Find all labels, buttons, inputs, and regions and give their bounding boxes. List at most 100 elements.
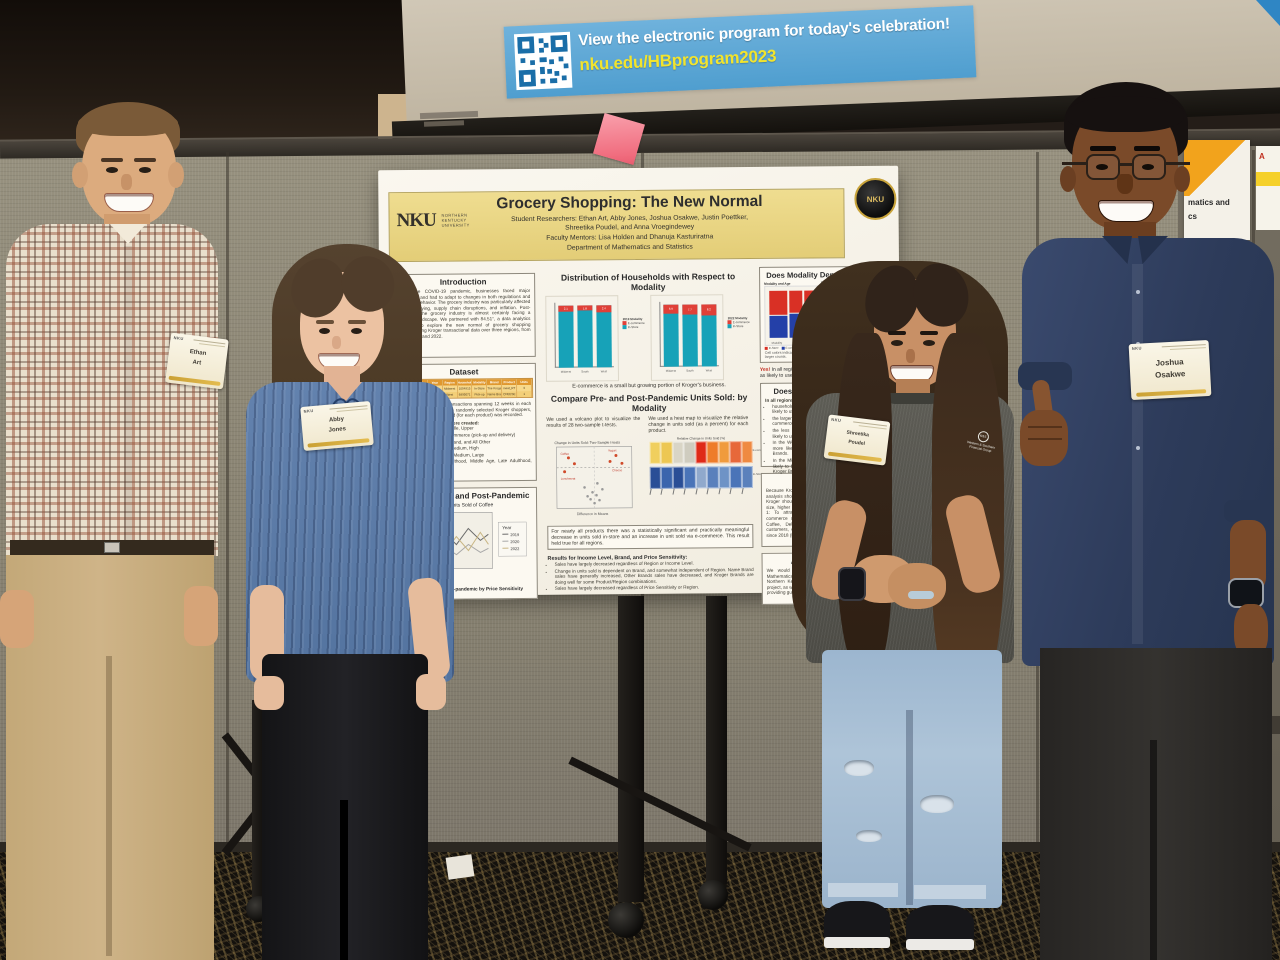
joshua-eye bbox=[1142, 164, 1154, 170]
results-bullet: Change in units sold is dependent on Bra… bbox=[555, 567, 754, 586]
heatmap-cell bbox=[741, 466, 753, 489]
heatmap-cell bbox=[718, 466, 731, 489]
ethan-eyebrow bbox=[101, 158, 123, 162]
orange-triangle bbox=[1184, 140, 1250, 196]
modality-result-box: For nearly all products there was a stat… bbox=[547, 524, 754, 550]
tag-gold-stripe bbox=[1135, 389, 1207, 397]
ethan-eye bbox=[139, 167, 151, 173]
modality-dist-title: Distribution of Households with Respect … bbox=[560, 271, 736, 293]
ethan-ear bbox=[168, 162, 184, 188]
modality-units-title: Compare Pre- and Post-Pandemic Units Sol… bbox=[550, 392, 748, 414]
shreetika-eyebrow bbox=[920, 331, 938, 335]
yellow-band bbox=[1256, 172, 1280, 186]
shirt-button bbox=[1136, 446, 1140, 450]
legend-title: Year bbox=[502, 525, 512, 530]
shirt-button bbox=[1136, 290, 1140, 294]
heatmap-intro: We used a heat map to visualize the rela… bbox=[648, 415, 749, 434]
person-ethan: NKU Ethan Art bbox=[0, 96, 229, 960]
dataset-cell: Pick-up bbox=[472, 391, 488, 398]
ethan-hand bbox=[184, 586, 218, 646]
shreetika-hand bbox=[888, 563, 946, 609]
volcano-intro: We used a volcano plot to visualize the … bbox=[546, 415, 641, 429]
ethan-pants-seam bbox=[106, 656, 112, 956]
abby-eyebrow bbox=[348, 320, 366, 324]
heatmap-cell bbox=[695, 466, 708, 489]
poster-column-2: Distribution of Households with Respect … bbox=[545, 271, 763, 593]
abby-eye bbox=[351, 328, 362, 334]
abby-nose bbox=[332, 336, 341, 349]
side-poster: matics and cs bbox=[1184, 140, 1250, 240]
person-abby: NKU Abby Jones bbox=[240, 240, 460, 960]
abby-eyebrow bbox=[316, 320, 334, 324]
joshua-nose bbox=[1117, 174, 1133, 194]
heatmap-cell bbox=[661, 466, 673, 489]
abby-name-tag: NKU Abby Jones bbox=[300, 401, 374, 451]
stacked-bar: 2.4 bbox=[596, 305, 612, 368]
modality-chart-2019: 2.1 1.8 2.4 Midwest South West bbox=[545, 295, 620, 382]
legend-2020: 2020 bbox=[510, 539, 520, 544]
volcano-plot: Change in Units Sold: Two-Sample t-tests… bbox=[554, 441, 633, 516]
joshua-eye bbox=[1096, 164, 1108, 170]
ethan-hair-front bbox=[78, 110, 178, 136]
joshua-ear bbox=[1174, 166, 1190, 192]
jeans-rip bbox=[920, 795, 954, 813]
heatmap: Relative Change in Units Sold (%) E-comm… bbox=[649, 436, 763, 521]
poster-authors-2: Shreetika Poudel, and Anna Vroegindewey bbox=[565, 223, 695, 232]
svg-text:Cheese: Cheese bbox=[612, 468, 623, 472]
heatmap-cell bbox=[729, 466, 742, 489]
knuckle-line bbox=[1028, 426, 1062, 428]
partition-seam bbox=[226, 152, 229, 852]
legend-2019: 2019 bbox=[510, 532, 520, 537]
ethan-shirt bbox=[6, 224, 218, 556]
side-poster-2: A bbox=[1256, 146, 1280, 230]
heatmap-cell bbox=[672, 466, 685, 489]
sneaker-sole bbox=[906, 939, 974, 950]
ethan-name-tag: NKU Ethan Art bbox=[165, 332, 229, 390]
ethan-ear bbox=[72, 162, 88, 188]
joshua-eyebrow bbox=[1090, 146, 1116, 151]
shreetika-eye bbox=[891, 340, 903, 346]
heatmap-cell bbox=[661, 441, 673, 464]
heatmap-row-top bbox=[649, 441, 753, 464]
glasses-temple bbox=[1062, 162, 1088, 165]
banner-text: View the electronic program for today's … bbox=[577, 15, 951, 50]
shreetika-jeans bbox=[822, 650, 1002, 908]
heatmap-cell bbox=[718, 441, 730, 464]
abby-eye bbox=[319, 328, 330, 334]
heatmap-row-bottom bbox=[649, 466, 753, 489]
modality-legend-2022: 2022 Modality E-commerce In-Store bbox=[727, 316, 750, 329]
y-axis bbox=[554, 302, 556, 368]
heatmap-cell bbox=[649, 466, 662, 489]
ethan-nose bbox=[121, 174, 132, 190]
poster-title: Grocery Shopping: The New Normal bbox=[496, 192, 763, 213]
modality-chart-2022: 6.9 7.7 8.2 Midwest South West bbox=[650, 294, 725, 381]
svg-text:Difference in Means: Difference in Means bbox=[577, 512, 609, 516]
poster-department: Department of Mathematics and Statistics bbox=[566, 243, 693, 252]
corner-wedge bbox=[1256, 0, 1280, 26]
svg-text:Change in Units Sold: Two-Samp: Change in Units Sold: Two-Sample t-tests bbox=[554, 441, 620, 446]
stacked-bar: 8.2 bbox=[701, 304, 717, 367]
stacked-bar: 7.7 bbox=[682, 304, 698, 367]
legend-2022: 2022 bbox=[510, 546, 520, 551]
modality-legend-2019: 2019 Modality E-commerce In-Store bbox=[622, 316, 645, 330]
ethan-hand bbox=[0, 590, 34, 648]
projected-banner: View the electronic program for today's … bbox=[503, 5, 977, 99]
nku-seal: NKU bbox=[854, 177, 897, 221]
ethan-pants bbox=[6, 555, 214, 960]
jeans-rip bbox=[844, 760, 874, 776]
jeans-cuff bbox=[828, 883, 898, 897]
knuckle-line bbox=[1028, 438, 1062, 440]
qr-pattern bbox=[517, 34, 569, 88]
caster-wheel bbox=[698, 880, 728, 910]
joshua-name-tag: NKU Joshua Osakwe bbox=[1128, 339, 1212, 401]
dataset-cell: CHEESE bbox=[502, 391, 518, 398]
joshua-eyebrow bbox=[1134, 146, 1160, 151]
glasses-bridge bbox=[1119, 163, 1133, 166]
heatmap-cell bbox=[706, 466, 719, 489]
joshua-pants-gap bbox=[1150, 740, 1157, 960]
ethan-eyebrow bbox=[134, 158, 156, 162]
heatmap-ticks bbox=[649, 487, 754, 497]
stacked-bar: 2.1 bbox=[558, 305, 574, 368]
results-bullets: Sales have largely decreased regardless … bbox=[548, 560, 754, 592]
